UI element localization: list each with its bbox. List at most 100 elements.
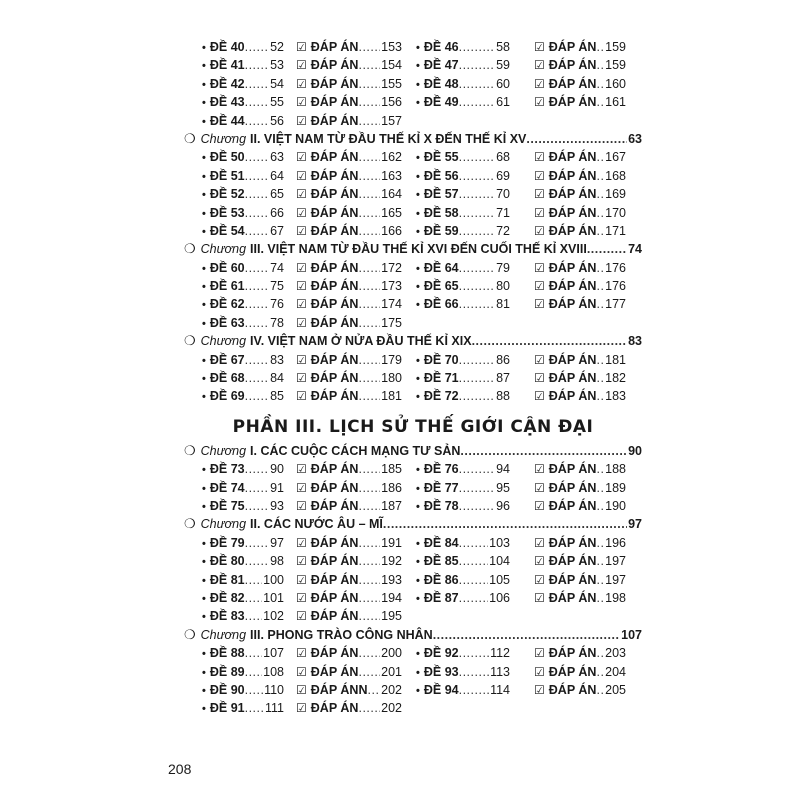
answer-entry[interactable]: ☑ĐÁP ÁN 162 [296,148,402,166]
exam-entry[interactable]: •ĐỀ 89 108 [202,663,284,681]
exam-entry[interactable]: •ĐỀ 44 56 [202,112,284,130]
exam-entry[interactable]: •ĐỀ 87 106 [416,589,510,607]
exam-entry[interactable]: •ĐỀ 78 96 [416,497,510,515]
exam-entry[interactable]: •ĐỀ 69 85 [202,387,284,405]
answer-entry[interactable]: ☑ĐÁP ÁN 183 [534,387,626,405]
exam-entry[interactable]: •ĐỀ 59 72 [416,222,510,240]
exam-entry[interactable]: •ĐỀ 52 65 [202,185,284,203]
answer-entry[interactable]: ☑ĐÁP ÁN 185 [296,460,402,478]
exam-entry[interactable]: •ĐỀ 63 78 [202,314,284,332]
answer-entry[interactable]: ☑ĐÁP ÁNN 202 [296,681,402,699]
exam-entry[interactable]: •ĐỀ 85 104 [416,552,510,570]
answer-entry[interactable]: ☑ĐÁP ÁN 172 [296,259,402,277]
answer-entry[interactable]: ☑ĐÁP ÁN 163 [296,167,402,185]
exam-entry[interactable]: •ĐỀ 51 64 [202,167,284,185]
answer-entry[interactable]: ☑ĐÁP ÁN 203 [534,644,626,662]
exam-entry[interactable]: •ĐỀ 62 76 [202,295,284,313]
answer-entry[interactable]: ☑ĐÁP ÁN 154 [296,56,402,74]
answer-entry[interactable]: ☑ĐÁP ÁN 165 [296,204,402,222]
answer-entry[interactable]: ☑ĐÁP ÁN 168 [534,167,626,185]
chapter-heading[interactable]: ❍ Chương II. VIỆT NAM TỪ ĐẦU THẾ KỈ X ĐẾN … [184,130,642,148]
exam-entry[interactable]: •ĐỀ 94 114 [416,681,510,699]
answer-entry[interactable]: ☑ĐÁP ÁN 171 [534,222,626,240]
answer-entry[interactable]: ☑ĐÁP ÁN 153 [296,38,402,56]
exam-entry[interactable]: •ĐỀ 67 83 [202,351,284,369]
exam-entry[interactable]: •ĐỀ 86 105 [416,571,510,589]
exam-entry[interactable]: •ĐỀ 70 86 [416,351,510,369]
answer-entry[interactable]: ☑ĐÁP ÁN 166 [296,222,402,240]
exam-entry[interactable]: •ĐỀ 43 55 [202,93,284,111]
exam-entry[interactable]: •ĐỀ 56 69 [416,167,510,185]
chapter-heading[interactable]: ❍ Chương III. VIỆT NAM TỪ ĐẦU THẾ KỈ XVI Đ… [184,240,642,258]
exam-entry[interactable]: •ĐỀ 72 88 [416,387,510,405]
answer-entry[interactable]: ☑ĐÁP ÁN 177 [534,295,626,313]
answer-entry[interactable]: ☑ĐÁP ÁN 180 [296,369,402,387]
exam-entry[interactable]: •ĐỀ 80 98 [202,552,284,570]
answer-entry[interactable]: ☑ĐÁP ÁN 201 [296,663,402,681]
exam-entry[interactable]: •ĐỀ 57 70 [416,185,510,203]
exam-entry[interactable]: •ĐỀ 76 94 [416,460,510,478]
exam-entry[interactable]: •ĐỀ 82 101 [202,589,284,607]
chapter-heading[interactable]: ❍ Chương IV. VIỆT NAM Ở NỬA ĐẦU THẾ KỈ XIX… [184,332,642,350]
exam-entry[interactable]: •ĐỀ 66 81 [416,295,510,313]
exam-entry[interactable]: •ĐỀ 88 107 [202,644,284,662]
answer-entry[interactable]: ☑ĐÁP ÁN 187 [296,497,402,515]
answer-entry[interactable]: ☑ĐÁP ÁN 189 [534,479,626,497]
exam-entry[interactable]: •ĐỀ 48 60 [416,75,510,93]
exam-entry[interactable]: •ĐỀ 49 61 [416,93,510,111]
exam-entry[interactable]: •ĐỀ 65 80 [416,277,510,295]
exam-entry[interactable]: •ĐỀ 47 59 [416,56,510,74]
answer-entry[interactable]: ☑ĐÁP ÁN 204 [534,663,626,681]
exam-entry[interactable]: •ĐỀ 60 74 [202,259,284,277]
exam-entry[interactable]: •ĐỀ 42 54 [202,75,284,93]
exam-entry[interactable]: •ĐỀ 81 100 [202,571,284,589]
answer-entry[interactable]: ☑ĐÁP ÁN 164 [296,185,402,203]
answer-entry[interactable]: ☑ĐÁP ÁN 181 [534,351,626,369]
exam-entry[interactable]: •ĐỀ 58 71 [416,204,510,222]
answer-entry[interactable]: ☑ĐÁP ÁN 159 [534,56,626,74]
exam-entry[interactable]: •ĐỀ 55 68 [416,148,510,166]
answer-entry[interactable]: ☑ĐÁP ÁN 170 [534,204,626,222]
answer-entry[interactable]: ☑ĐÁP ÁN 186 [296,479,402,497]
exam-entry[interactable]: •ĐỀ 93 113 [416,663,510,681]
answer-entry[interactable]: ☑ĐÁP ÁN 156 [296,93,402,111]
exam-entry[interactable]: •ĐỀ 68 84 [202,369,284,387]
answer-entry[interactable]: ☑ĐÁP ÁN 157 [296,112,402,130]
exam-entry[interactable]: •ĐỀ 73 90 [202,460,284,478]
answer-entry[interactable]: ☑ĐÁP ÁN 160 [534,75,626,93]
exam-entry[interactable]: •ĐỀ 61 75 [202,277,284,295]
answer-entry[interactable]: ☑ĐÁP ÁN 175 [296,314,402,332]
exam-entry[interactable]: •ĐỀ 74 91 [202,479,284,497]
exam-entry[interactable]: •ĐỀ 92 112 [416,644,510,662]
exam-entry[interactable]: •ĐỀ 91 111 [202,699,284,717]
answer-entry[interactable]: ☑ĐÁP ÁN 176 [534,259,626,277]
answer-entry[interactable]: ☑ĐÁP ÁN 182 [534,369,626,387]
answer-entry[interactable]: ☑ĐÁP ÁN 181 [296,387,402,405]
answer-entry[interactable]: ☑ĐÁP ÁN 169 [534,185,626,203]
answer-entry[interactable]: ☑ĐÁP ÁN 205 [534,681,626,699]
answer-entry[interactable]: ☑ĐÁP ÁN 193 [296,571,402,589]
exam-entry[interactable]: •ĐỀ 64 79 [416,259,510,277]
answer-entry[interactable]: ☑ĐÁP ÁN 197 [534,552,626,570]
exam-entry[interactable]: •ĐỀ 79 97 [202,534,284,552]
exam-entry[interactable]: •ĐỀ 90 110 [202,681,284,699]
answer-entry[interactable]: ☑ĐÁP ÁN 179 [296,351,402,369]
answer-entry[interactable]: ☑ĐÁP ÁN 174 [296,295,402,313]
exam-entry[interactable]: •ĐỀ 54 67 [202,222,284,240]
answer-entry[interactable]: ☑ĐÁP ÁN 198 [534,589,626,607]
answer-entry[interactable]: ☑ĐÁP ÁN 161 [534,93,626,111]
answer-entry[interactable]: ☑ĐÁP ÁN 196 [534,534,626,552]
exam-entry[interactable]: •ĐỀ 50 63 [202,148,284,166]
exam-entry[interactable]: •ĐỀ 40 52 [202,38,284,56]
answer-entry[interactable]: ☑ĐÁP ÁN 200 [296,644,402,662]
answer-entry[interactable]: ☑ĐÁP ÁN 192 [296,552,402,570]
answer-entry[interactable]: ☑ĐÁP ÁN 195 [296,607,402,625]
answer-entry[interactable]: ☑ĐÁP ÁN 155 [296,75,402,93]
exam-entry[interactable]: •ĐỀ 75 93 [202,497,284,515]
exam-entry[interactable]: •ĐỀ 84 103 [416,534,510,552]
answer-entry[interactable]: ☑ĐÁP ÁN 167 [534,148,626,166]
answer-entry[interactable]: ☑ĐÁP ÁN 176 [534,277,626,295]
answer-entry[interactable]: ☑ĐÁP ÁN 197 [534,571,626,589]
